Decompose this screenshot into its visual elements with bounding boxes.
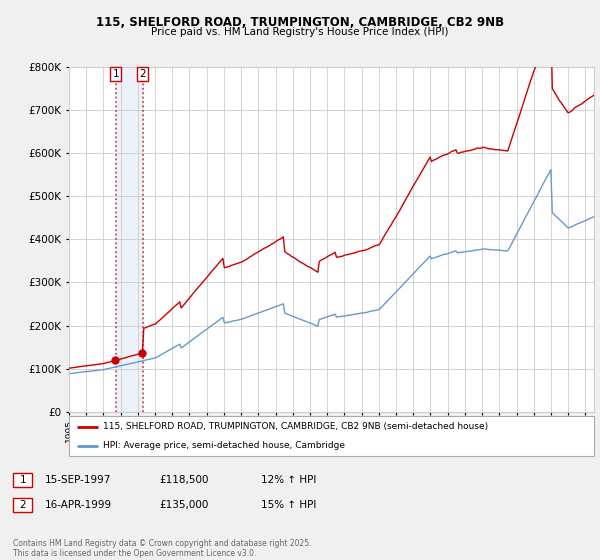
Text: 115, SHELFORD ROAD, TRUMPINGTON, CAMBRIDGE, CB2 9NB (semi-detached house): 115, SHELFORD ROAD, TRUMPINGTON, CAMBRID… (103, 422, 488, 431)
Text: 15-SEP-1997: 15-SEP-1997 (45, 475, 112, 485)
Text: Contains HM Land Registry data © Crown copyright and database right 2025.
This d: Contains HM Land Registry data © Crown c… (13, 539, 312, 558)
Text: 1: 1 (112, 69, 119, 79)
Text: £135,000: £135,000 (159, 500, 208, 510)
Text: 1: 1 (19, 475, 26, 485)
Bar (116, 67, 143, 412)
Text: 16-APR-1999: 16-APR-1999 (45, 500, 112, 510)
Text: 12% ↑ HPI: 12% ↑ HPI (261, 475, 316, 485)
Text: 15% ↑ HPI: 15% ↑ HPI (261, 500, 316, 510)
Text: 115, SHELFORD ROAD, TRUMPINGTON, CAMBRIDGE, CB2 9NB: 115, SHELFORD ROAD, TRUMPINGTON, CAMBRID… (96, 16, 504, 29)
Text: HPI: Average price, semi-detached house, Cambridge: HPI: Average price, semi-detached house,… (103, 441, 345, 450)
Text: 2: 2 (140, 69, 146, 79)
Text: Price paid vs. HM Land Registry's House Price Index (HPI): Price paid vs. HM Land Registry's House … (151, 27, 449, 37)
Text: £118,500: £118,500 (159, 475, 209, 485)
Text: 2: 2 (19, 500, 26, 510)
